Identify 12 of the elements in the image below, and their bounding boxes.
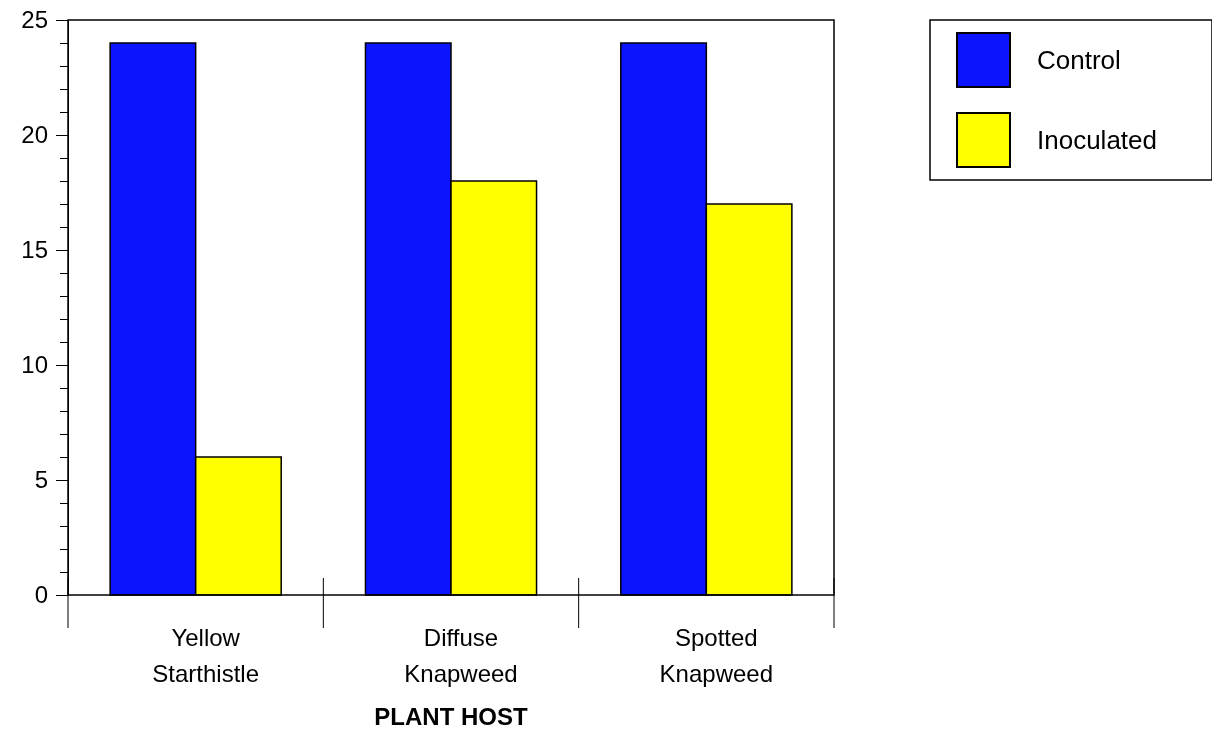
x-tick-label: Diffuse Knapweed xyxy=(404,624,518,687)
legend-label: Inoculated xyxy=(1037,125,1157,156)
y-tick-label: 0 xyxy=(34,581,48,609)
y-tick-label: 20 xyxy=(21,121,48,149)
x-tick-label: Yellow Starthistle xyxy=(152,624,260,687)
y-tick-label: 10 xyxy=(21,351,48,379)
y-tick-label: 25 xyxy=(21,6,48,34)
legend-label: Control xyxy=(1037,45,1121,76)
y-tick-label: 15 xyxy=(21,236,48,264)
y-tick-label: 5 xyxy=(34,466,48,494)
x-axis-title: PLANT HOST xyxy=(374,703,528,730)
x-tick-label: Spotted Knapweed xyxy=(659,624,774,687)
